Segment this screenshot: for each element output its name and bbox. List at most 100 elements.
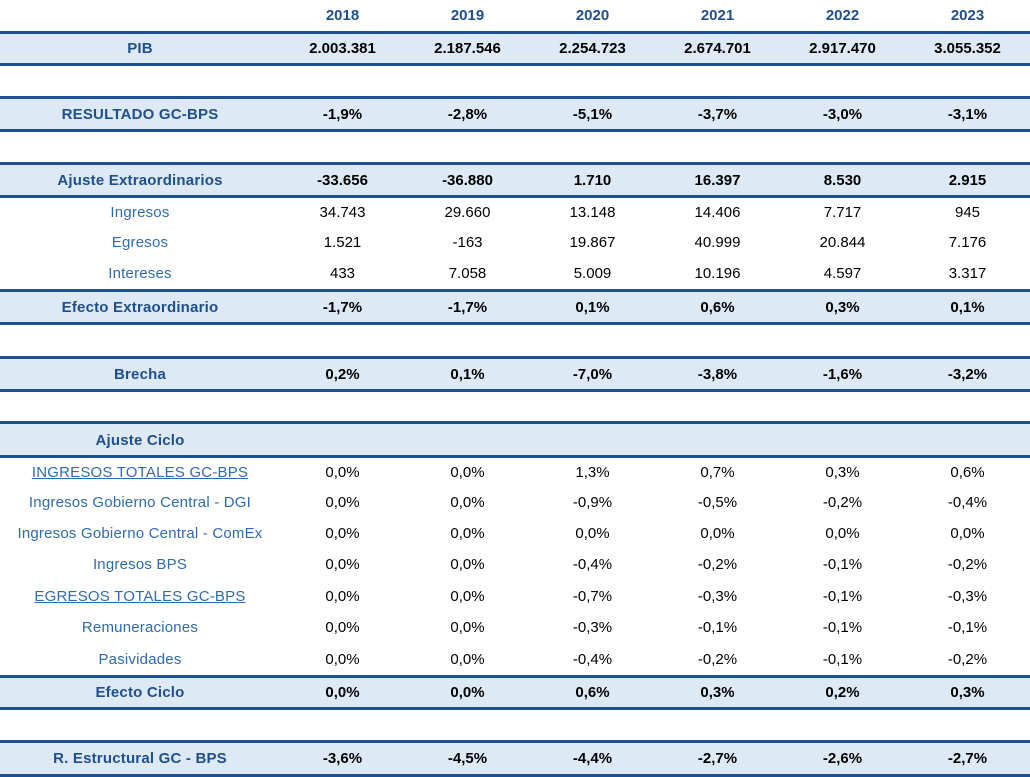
cell-value: 1,3% (575, 464, 610, 481)
cell-value: 2.674.701 (684, 40, 751, 57)
cell-value: -5,1% (572, 105, 613, 123)
ingresos-totales-link[interactable]: INGRESOS TOTALES GC-BPS (31, 464, 249, 481)
cell-value: 0,0% (450, 464, 485, 481)
cell-value: -163 (452, 234, 483, 251)
efecto-ciclo-row: Efecto Ciclo 0,0% 0,0% 0,6% 0,3% 0,2% 0,… (0, 675, 1030, 710)
cell-value: 0,0% (325, 619, 360, 636)
cell-value: -2,7% (947, 750, 988, 767)
cell-value: -0,1% (822, 556, 863, 573)
egresos-totales-link[interactable]: EGRESOS TOTALES GC-BPS (34, 587, 246, 605)
cell-value: 7.058 (448, 265, 487, 282)
cell-value: 0,6% (950, 464, 985, 481)
cell-value: 16.397 (694, 171, 741, 189)
cell-value: 0,0% (325, 650, 360, 668)
cell-value: -0,2% (697, 650, 738, 668)
row-label: Pasividades (98, 650, 182, 668)
cell-value: 2.254.723 (559, 40, 626, 57)
cell-value: 433 (329, 265, 356, 282)
intereses-row: Intereses 433 7.058 5.009 10.196 4.597 3… (0, 258, 1030, 289)
cell-value: 1.521 (323, 234, 362, 251)
cell-value: 29.660 (444, 204, 491, 221)
cell-value: 40.999 (694, 234, 741, 251)
cell-value: 0,0% (450, 556, 485, 573)
cell-value: -0,3% (947, 587, 988, 605)
cell-value: -0,1% (822, 619, 863, 636)
cell-value: -36.880 (442, 171, 493, 189)
cell-value: 13.148 (569, 204, 616, 221)
cell-value: 5.009 (573, 265, 612, 282)
cell-value: -3,1% (947, 105, 988, 123)
ingresos-gc-dgi-row: Ingresos Gobierno Central - DGI 0,0% 0,0… (0, 487, 1030, 518)
row-label: Remuneraciones (81, 619, 199, 636)
cell-value: -2,7% (697, 750, 738, 767)
cell-value: 0,0% (325, 587, 360, 605)
cell-value: 0,0% (450, 494, 485, 511)
cell-value: -0,5% (697, 494, 738, 511)
cell-value: 3.317 (948, 265, 987, 282)
cell-value: 0,1% (575, 298, 610, 316)
ingresos-row: Ingresos 34.743 29.660 13.148 14.406 7.7… (0, 198, 1030, 227)
ingresos-bps-row: Ingresos BPS 0,0% 0,0% -0,4% -0,2% -0,1%… (0, 549, 1030, 580)
cell-value: -3,8% (697, 365, 738, 383)
cell-value: 8.530 (823, 171, 862, 189)
cell-value: 0,0% (950, 525, 985, 542)
cell-value: 0,0% (450, 587, 485, 605)
row-label: Efecto Extraordinario (61, 298, 219, 316)
row-label: Ingresos (110, 204, 170, 221)
ingresos-gc-comex-row: Ingresos Gobierno Central - ComEx 0,0% 0… (0, 518, 1030, 549)
cell-value: 10.196 (694, 265, 741, 282)
cell-value: -33.656 (317, 171, 368, 189)
cell-value: -1,9% (322, 105, 363, 123)
r-estructural-row: R. Estructural GC - BPS -3,6% -4,5% -4,4… (0, 740, 1030, 777)
row-label: Ingresos BPS (92, 556, 188, 573)
cell-value: 2.915 (948, 171, 987, 189)
cell-value: -0,4% (947, 494, 988, 511)
cell-value: -0,2% (947, 556, 988, 573)
cell-value: 0,2% (825, 684, 860, 701)
row-label: Efecto Ciclo (95, 684, 185, 701)
year-header: 2021 (700, 7, 735, 24)
cell-value: 0,1% (950, 298, 985, 316)
cell-value: -3,6% (322, 750, 363, 767)
cell-value: 0,0% (450, 619, 485, 636)
row-label: Ingresos Gobierno Central - DGI (28, 494, 252, 511)
row-label: Ajuste Extraordinarios (57, 171, 223, 189)
cell-value: 0,2% (325, 365, 360, 383)
row-label: RESULTADO GC-BPS (61, 105, 219, 123)
cell-value: 0,3% (825, 298, 860, 316)
cell-value: 0,1% (450, 365, 485, 383)
row-label: R. Estructural GC - BPS (53, 750, 227, 767)
efecto-extraordinario-row: Efecto Extraordinario -1,7% -1,7% 0,1% 0… (0, 289, 1030, 325)
cell-value: -0,1% (697, 619, 738, 636)
cell-value: -1,7% (322, 298, 363, 316)
cell-value: 1.710 (573, 171, 612, 189)
cell-value: -3,7% (697, 105, 738, 123)
cell-value: 20.844 (819, 234, 866, 251)
cell-value: 0,6% (575, 684, 610, 701)
cell-value: -3,0% (822, 105, 863, 123)
cell-value: 0,3% (950, 684, 985, 701)
cell-value: 0,3% (825, 464, 860, 481)
cell-value: 7.717 (823, 204, 862, 221)
cell-value: -0,3% (697, 587, 738, 605)
row-label: Egresos (111, 234, 169, 251)
cell-value: 945 (954, 204, 981, 221)
cell-value: -1,7% (447, 298, 488, 316)
cell-value: 19.867 (569, 234, 616, 251)
cell-value: -7,0% (572, 365, 613, 383)
cell-value: -0,2% (947, 650, 988, 668)
pasividades-row: Pasividades 0,0% 0,0% -0,4% -0,2% -0,1% … (0, 643, 1030, 675)
cell-value: -0,4% (572, 556, 613, 573)
cell-value: 34.743 (319, 204, 366, 221)
cell-value: 0,0% (325, 525, 360, 542)
cell-value: -0,1% (822, 650, 863, 668)
cell-value: 0,0% (325, 464, 360, 481)
egresos-totales-row: EGRESOS TOTALES GC-BPS 0,0% 0,0% -0,7% -… (0, 580, 1030, 612)
cell-value: -2,6% (822, 750, 863, 767)
year-header: 2018 (325, 7, 360, 24)
row-label: Brecha (113, 365, 167, 383)
cell-value: -0,2% (697, 556, 738, 573)
cell-value: -0,1% (947, 619, 988, 636)
cell-value: -4,4% (572, 750, 613, 767)
row-label: Intereses (108, 265, 172, 282)
